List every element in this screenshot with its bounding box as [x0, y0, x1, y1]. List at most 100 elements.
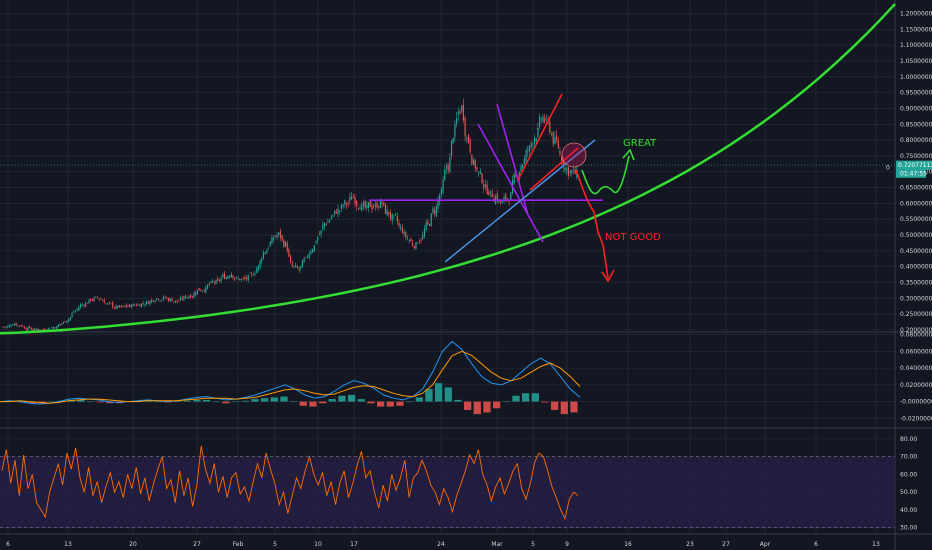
- time-tick-label: 24: [437, 541, 445, 548]
- candle-body: [208, 283, 210, 285]
- macd-histogram-bar: [87, 401, 95, 403]
- rsi-tick-label: 80.00: [900, 436, 917, 443]
- price-tick-label: 1.05000000: [900, 58, 932, 65]
- candle-body: [544, 117, 546, 122]
- macd-histogram-bar: [425, 389, 433, 402]
- macd-histogram-bar: [406, 401, 414, 403]
- candle-body: [498, 200, 500, 203]
- candle-body: [476, 167, 478, 170]
- candle-body: [32, 329, 34, 331]
- time-tick-label: 16: [624, 541, 632, 548]
- macd-histogram-bar: [106, 401, 114, 404]
- candle-body: [362, 202, 365, 206]
- candle-body: [327, 222, 329, 224]
- macd-histogram-bar: [502, 401, 510, 403]
- macd-histogram-bar: [96, 401, 104, 403]
- macd-histogram-bar: [193, 399, 201, 402]
- signal-line: [0, 350, 581, 404]
- rsi-tick-label: 70.00: [900, 454, 917, 461]
- time-tick-label: 9: [565, 541, 569, 548]
- price-panel[interactable]: [0, 98, 895, 333]
- macd-histogram-bar: [299, 401, 307, 406]
- candle-body: [296, 266, 298, 268]
- candle-body: [533, 138, 536, 144]
- time-tick-label: 27: [722, 541, 730, 548]
- candle-body: [223, 273, 226, 279]
- candle-body: [76, 309, 78, 310]
- candle-body: [132, 304, 134, 307]
- candle-body: [17, 325, 19, 326]
- candle-body: [188, 296, 190, 299]
- candle-body: [354, 197, 356, 204]
- candle-body: [264, 252, 266, 254]
- candle-body: [47, 327, 49, 330]
- time-axis[interactable]: 6 13 20 27 Feb 5 10 17 24 Mar 5 9 16 23 27 Apr 6 13: [6, 541, 880, 548]
- candle-body: [69, 317, 71, 320]
- candle-body: [98, 298, 100, 300]
- candle-body: [184, 295, 187, 298]
- candle-body: [149, 300, 151, 305]
- rsi-tick-label: 60.00: [900, 471, 917, 478]
- candle-body: [120, 305, 122, 308]
- candle-body: [195, 292, 197, 295]
- candle-body: [361, 204, 363, 211]
- candle-body: [552, 131, 554, 144]
- candle-body: [281, 235, 283, 240]
- candle-body: [183, 296, 185, 300]
- candle-body: [527, 150, 529, 152]
- macd-tick-label: 0.02000000: [900, 382, 932, 389]
- macd-histogram-bar: [338, 395, 346, 402]
- candle-body: [422, 235, 424, 239]
- macd-histogram-bar: [435, 383, 443, 402]
- countdown-badge: [896, 168, 926, 178]
- candle-body: [478, 171, 480, 173]
- macd-panel[interactable]: [0, 340, 581, 415]
- candle-body: [22, 326, 24, 327]
- exponential-trend-curve: [0, 3, 896, 335]
- candle-body: [25, 328, 27, 330]
- candle-body: [105, 303, 107, 305]
- macd-histogram-bar: [348, 394, 356, 402]
- rsi-panel[interactable]: [0, 445, 895, 528]
- candle-body: [571, 170, 573, 174]
- candle-body: [496, 193, 498, 202]
- macd-histogram-bar: [319, 401, 327, 404]
- candle-body: [466, 138, 468, 140]
- candle-body: [51, 327, 53, 329]
- candle-body: [274, 235, 276, 237]
- candle-body: [396, 216, 398, 222]
- candle-body: [34, 328, 36, 330]
- candle-body: [447, 164, 449, 171]
- candle-body: [459, 111, 461, 114]
- candle-body: [467, 134, 470, 143]
- candle-body: [68, 319, 70, 322]
- candle-body: [418, 241, 420, 243]
- candle-body: [79, 304, 82, 308]
- candle-body: [298, 268, 300, 270]
- candle-body: [13, 323, 16, 326]
- candle-body: [173, 301, 175, 303]
- candle-body: [313, 245, 315, 252]
- current-price-badge: [896, 160, 932, 170]
- candle-body: [217, 278, 219, 281]
- candle-body: [456, 118, 458, 124]
- candle-body: [345, 202, 348, 205]
- candle-body: [417, 243, 419, 244]
- candle-body: [279, 230, 282, 238]
- time-tick-label: 6: [6, 541, 10, 548]
- time-tick-label: 20: [129, 541, 137, 548]
- candle-body: [513, 173, 515, 184]
- time-tick-label: 13: [872, 541, 880, 548]
- candle-body: [432, 208, 434, 213]
- candle-body: [413, 246, 415, 249]
- candle-body: [457, 112, 459, 115]
- candle-body: [73, 311, 75, 313]
- candle-body: [205, 287, 207, 292]
